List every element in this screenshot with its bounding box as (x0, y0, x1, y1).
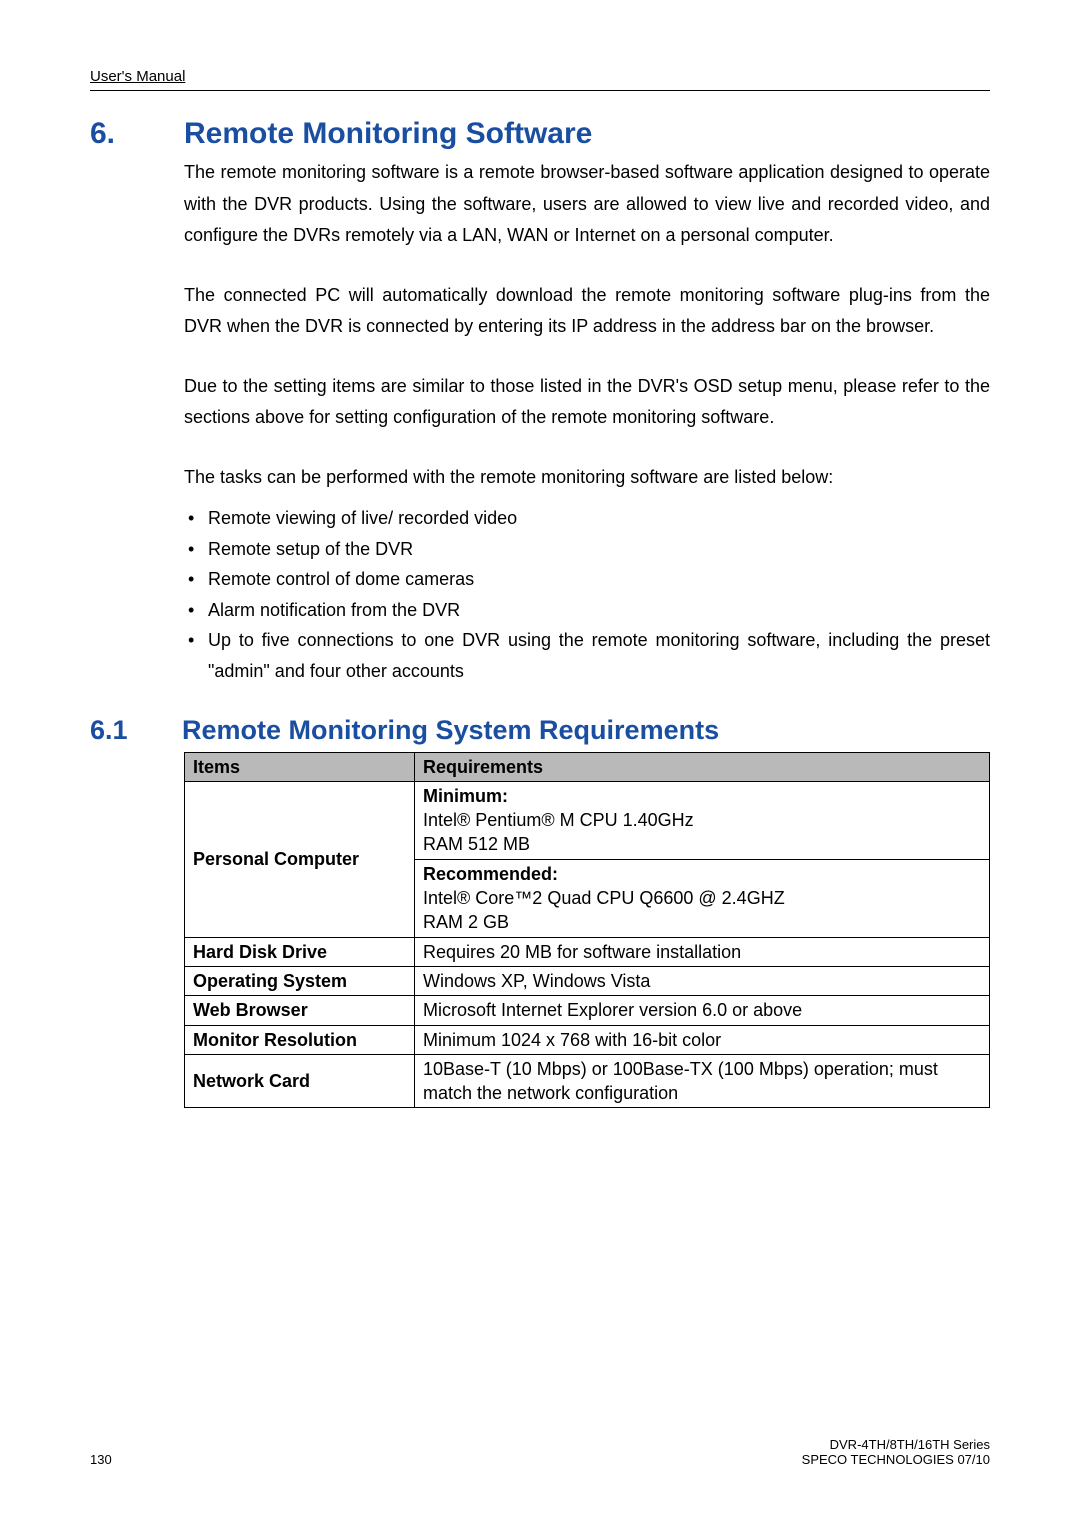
row-label-monitor-resolution: Monitor Resolution (185, 1025, 415, 1054)
pc-recommended-line1: Intel® Core™2 Quad CPU Q6600 @ 2.4GHZ (423, 888, 785, 908)
paragraph-1: The remote monitoring software is a remo… (184, 157, 990, 252)
subsection-title: Remote Monitoring System Requirements (182, 715, 719, 746)
row-value-pc-minimum: Minimum: Intel® Pentium® M CPU 1.40GHz R… (415, 781, 990, 859)
pc-recommended-title: Recommended: (423, 864, 558, 884)
requirements-table: Items Requirements Personal Computer Min… (184, 752, 990, 1109)
pc-recommended-line2: RAM 2 GB (423, 912, 509, 932)
section-heading-row: 6. Remote Monitoring Software (90, 117, 990, 151)
list-item: Remote viewing of live/ recorded video (184, 503, 990, 534)
row-value-network-card: 10Base-T (10 Mbps) or 100Base-TX (100 Mb… (415, 1054, 990, 1108)
header-text: User's Manual (90, 68, 185, 85)
table-row: Operating System Windows XP, Windows Vis… (185, 966, 990, 995)
list-item: Up to five connections to one DVR using … (184, 625, 990, 686)
footer-right: DVR-4TH/8TH/16TH Series SPECO TECHNOLOGI… (802, 1437, 990, 1467)
table-header-items: Items (185, 752, 415, 781)
row-value-monitor-resolution: Minimum 1024 x 768 with 16-bit color (415, 1025, 990, 1054)
page-header: User's Manual (90, 68, 990, 91)
paragraph-4: The tasks can be performed with the remo… (184, 462, 990, 494)
footer-page-number: 130 (90, 1452, 112, 1467)
section-title: Remote Monitoring Software (184, 117, 592, 151)
pc-minimum-line1: Intel® Pentium® M CPU 1.40GHz (423, 810, 694, 830)
row-value-web-browser: Microsoft Internet Explorer version 6.0 … (415, 996, 990, 1025)
table-row: Monitor Resolution Minimum 1024 x 768 wi… (185, 1025, 990, 1054)
paragraph-3: Due to the setting items are similar to … (184, 371, 990, 434)
subsection-number: 6.1 (90, 715, 142, 746)
row-value-os: Windows XP, Windows Vista (415, 966, 990, 995)
list-item: Remote control of dome cameras (184, 564, 990, 595)
page-container: User's Manual 6. Remote Monitoring Softw… (0, 0, 1080, 1168)
section-body: The remote monitoring software is a remo… (184, 157, 990, 687)
row-value-hdd: Requires 20 MB for software installation (415, 937, 990, 966)
paragraph-2: The connected PC will automatically down… (184, 280, 990, 343)
bullet-list: Remote viewing of live/ recorded video R… (184, 503, 990, 687)
list-item: Alarm notification from the DVR (184, 595, 990, 626)
subsection-heading-row: 6.1 Remote Monitoring System Requirement… (90, 715, 990, 746)
section-number: 6. (90, 117, 128, 151)
table-row: Personal Computer Minimum: Intel® Pentiu… (185, 781, 990, 859)
footer-company: SPECO TECHNOLOGIES 07/10 (802, 1452, 990, 1467)
table-header-requirements: Requirements (415, 752, 990, 781)
list-item: Remote setup of the DVR (184, 534, 990, 565)
pc-minimum-title: Minimum: (423, 786, 508, 806)
table-header-row: Items Requirements (185, 752, 990, 781)
pc-minimum-line2: RAM 512 MB (423, 834, 530, 854)
requirements-table-wrapper: Items Requirements Personal Computer Min… (184, 752, 990, 1109)
table-row: Network Card 10Base-T (10 Mbps) or 100Ba… (185, 1054, 990, 1108)
row-label-os: Operating System (185, 966, 415, 995)
table-row: Web Browser Microsoft Internet Explorer … (185, 996, 990, 1025)
row-label-network-card: Network Card (185, 1054, 415, 1108)
footer-series: DVR-4TH/8TH/16TH Series (802, 1437, 990, 1452)
page-footer: 130 DVR-4TH/8TH/16TH Series SPECO TECHNO… (90, 1437, 990, 1467)
row-label-web-browser: Web Browser (185, 996, 415, 1025)
row-label-personal-computer: Personal Computer (185, 781, 415, 937)
row-value-pc-recommended: Recommended: Intel® Core™2 Quad CPU Q660… (415, 859, 990, 937)
row-label-hdd: Hard Disk Drive (185, 937, 415, 966)
table-row: Hard Disk Drive Requires 20 MB for softw… (185, 937, 990, 966)
